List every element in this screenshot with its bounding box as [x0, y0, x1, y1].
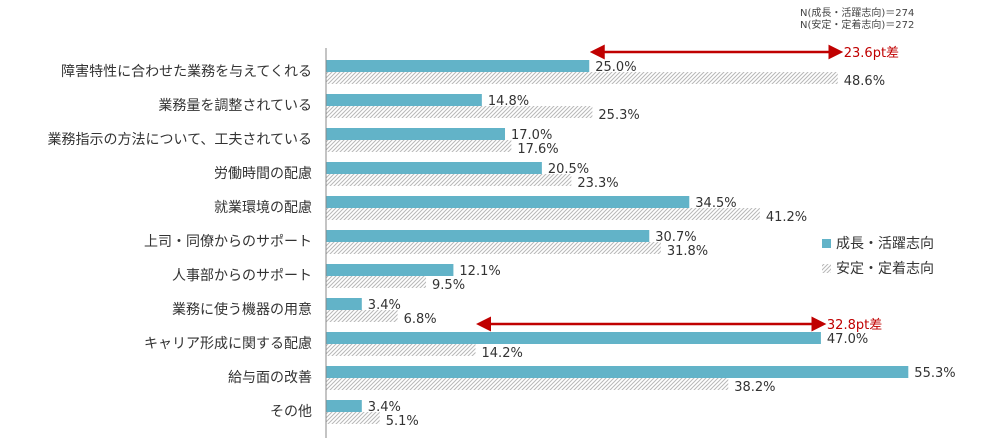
data-label-series1: 20.5%	[548, 162, 589, 177]
data-label-series1: 3.4%	[368, 400, 401, 415]
bar-series2	[326, 310, 398, 322]
data-label-series1: 30.7%	[655, 230, 696, 245]
data-label-series1: 47.0%	[827, 332, 868, 347]
data-label-series2: 14.2%	[482, 346, 523, 361]
data-label-series2: 23.3%	[577, 176, 618, 191]
category-label: その他	[270, 404, 312, 420]
bar-series1	[326, 128, 506, 140]
bar-series1	[326, 264, 454, 276]
sample-size-note-2: N(安定・定着志向)＝272	[800, 20, 915, 31]
legend-label-series2: 安定・定着志向	[836, 261, 934, 277]
category-label: 就業環境の配慮	[214, 200, 312, 216]
data-label-series2: 9.5%	[432, 278, 465, 293]
category-label: 人事部からのサポート	[172, 268, 312, 284]
category-label: 業務指示の方法について、工夫されている	[48, 132, 312, 148]
bar-series1	[326, 400, 362, 412]
data-label-series1: 12.1%	[459, 264, 500, 279]
bar-series2	[326, 140, 512, 152]
data-label-series1: 3.4%	[368, 298, 401, 313]
data-label-series1: 55.3%	[914, 366, 955, 381]
bar-series2	[326, 208, 760, 220]
difference-label: 32.8pt差	[827, 318, 882, 333]
category-label: 上司・同僚からのサポート	[144, 234, 312, 250]
bar-series1	[326, 298, 362, 310]
data-label-series2: 25.3%	[598, 108, 639, 123]
data-label-series1: 34.5%	[695, 196, 736, 211]
legend-swatch-series1	[822, 239, 831, 248]
bar-series2	[326, 174, 572, 186]
bar-series1	[326, 332, 821, 344]
sample-size-note-1: N(成長・活躍志向)＝274	[800, 8, 915, 19]
data-label-series2: 5.1%	[386, 414, 419, 429]
bar-series1	[326, 162, 542, 174]
bar-series2	[326, 106, 593, 118]
bar-series2	[326, 276, 427, 288]
data-label-series2: 48.6%	[844, 74, 885, 89]
bar-series1	[326, 60, 590, 72]
bar-series2	[326, 412, 380, 424]
category-label: 業務に使う機器の用意	[172, 301, 312, 318]
data-label-series2: 31.8%	[667, 244, 708, 259]
legend-swatch-series2	[822, 264, 831, 273]
data-label-series1: 14.8%	[488, 94, 529, 109]
bar-series2	[326, 242, 661, 254]
bar-series2	[326, 378, 729, 390]
data-label-series1: 25.0%	[595, 60, 636, 75]
bar-series1	[326, 196, 690, 208]
bar-series1	[326, 94, 482, 106]
data-label-series1: 17.0%	[511, 128, 552, 143]
data-label-series2: 38.2%	[734, 380, 775, 395]
legend-label-series1: 成長・活躍志向	[836, 236, 934, 252]
bar-series1	[326, 366, 909, 378]
bar-series2	[326, 344, 476, 356]
category-label: 業務量を調整されている	[158, 98, 312, 114]
category-label: 労働時間の配慮	[214, 166, 312, 182]
category-label: 給与面の改善	[228, 370, 312, 386]
data-label-series2: 6.8%	[404, 312, 437, 327]
category-label: 障害特性に合わせた業務を与えてくれる	[61, 64, 312, 80]
bar-series2	[326, 72, 838, 84]
data-label-series2: 41.2%	[766, 210, 807, 225]
difference-label: 23.6pt差	[844, 46, 899, 61]
bar-series1	[326, 230, 650, 242]
category-label: キャリア形成に関する配慮	[144, 336, 312, 352]
data-label-series2: 17.6%	[517, 142, 558, 157]
